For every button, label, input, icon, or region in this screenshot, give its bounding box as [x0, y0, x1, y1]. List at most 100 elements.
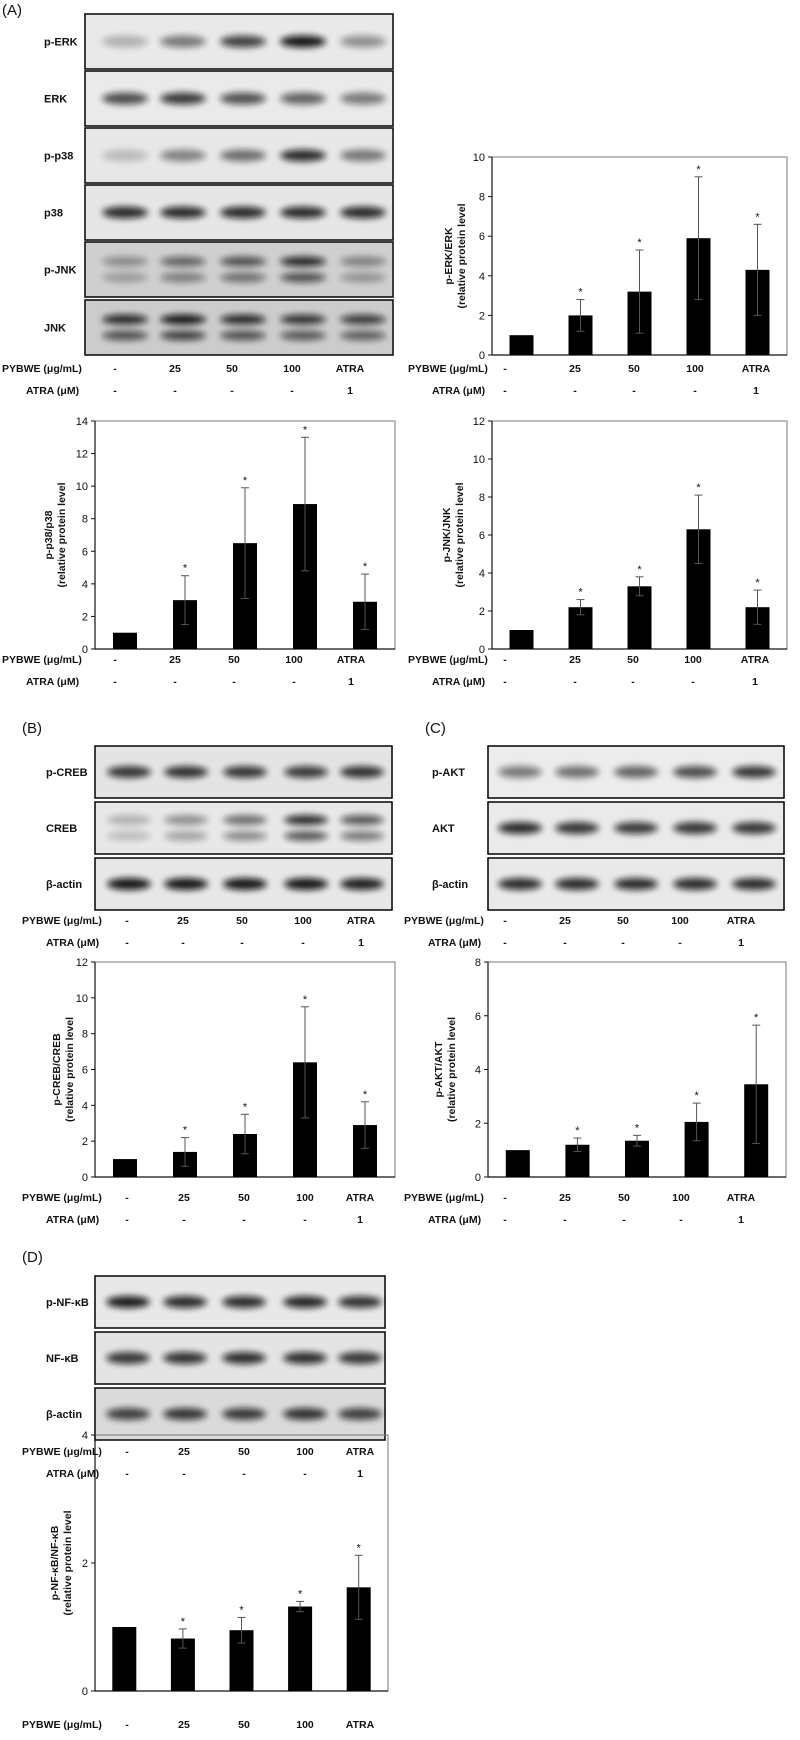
atra-label: ATRA (μM) [432, 385, 485, 397]
blot-band [732, 822, 776, 834]
pybwe-value: ATRA [337, 654, 366, 666]
blot-a-p-jnk: p-JNK [44, 241, 394, 298]
atra-value: - [230, 385, 234, 397]
y-tick-label: 6 [82, 1065, 88, 1077]
blot-band [284, 878, 328, 890]
pybwe-value: 50 [627, 654, 639, 666]
y-axis-label: p-CREB/CREB [51, 1033, 63, 1106]
y-tick-label: 0 [82, 644, 88, 656]
y-tick-label: 10 [76, 481, 88, 493]
chart-akt: 0 2 4 6 8 * * * * p-AKT/AKT (relative protein leve… [433, 957, 787, 1184]
pybwe-value: ATRA [336, 363, 365, 375]
blot-band [222, 1352, 266, 1364]
blot-c-akt: AKT [432, 801, 785, 855]
condition-row-6: PYBWE (μg/mL) ATRA (μM) - - 25 - 50 - 100 - ATRA 1 [404, 915, 756, 949]
pybwe-value: - [125, 1719, 129, 1731]
pybwe-value: - [125, 915, 129, 927]
blot-a-p-erk: p-ERK [44, 13, 394, 70]
pybwe-value: ATRA [742, 363, 771, 375]
blot-band [220, 149, 266, 162]
blot-band [107, 878, 151, 890]
significance-marker: * [578, 587, 583, 599]
atra-label: ATRA (μM) [46, 1214, 99, 1226]
blot-band [280, 35, 326, 48]
blot-band [340, 878, 384, 890]
blot-band [102, 206, 148, 219]
pybwe-value: 25 [559, 1192, 571, 1204]
blot-band [160, 149, 206, 162]
pybwe-value: ATRA [346, 1446, 375, 1458]
blot-band [222, 1296, 266, 1308]
y-tick-label: 10 [473, 454, 485, 466]
condition-row-4: PYBWE (μg/mL) ATRA (μM) - - 25 - 50 - 100 - ATRA 1 [408, 654, 770, 688]
panel-label-d: (D) [22, 1249, 43, 1266]
atra-value: - [621, 937, 625, 949]
pybwe-value: - [503, 654, 507, 666]
pybwe-value: ATRA [346, 1719, 375, 1731]
condition-row-2: PYBWE (μg/mL) ATRA (μM) - - 25 - 50 - 100 - ATRA 1 [408, 363, 771, 397]
blot-c-p-akt: p-AKT [432, 745, 785, 799]
atra-value: - [242, 1214, 246, 1226]
atra-value: - [678, 937, 682, 949]
pybwe-value: ATRA [727, 1192, 756, 1204]
blot-band [164, 815, 208, 825]
atra-value: - [303, 1214, 307, 1226]
pybwe-label: PYBWE (μg/mL) [2, 363, 82, 375]
pybwe-label: PYBWE (μg/mL) [22, 1192, 102, 1204]
blot-band [280, 330, 326, 341]
panel-label-c: (C) [425, 720, 446, 737]
blot-band [107, 815, 151, 825]
pybwe-value: 100 [672, 1192, 690, 1204]
bar [288, 1606, 313, 1691]
blot-band [160, 330, 206, 341]
atra-value: - [622, 1214, 626, 1226]
y-axis-label-2: (relative protein level [62, 1510, 74, 1615]
condition-row-3: PYBWE (μg/mL) ATRA (μM) - - 25 - 50 - 100 - ATRA 1 [2, 654, 366, 688]
blot-band [614, 878, 658, 890]
pybwe-value: 50 [238, 1192, 250, 1204]
atra-value: 1 [357, 1468, 363, 1480]
y-tick-label: 4 [479, 568, 485, 580]
blot-label: p-AKT [432, 767, 465, 779]
bar [113, 632, 137, 649]
pybwe-value: 25 [177, 915, 189, 927]
atra-value: 1 [348, 676, 354, 688]
blot-c-beta-actin: β-actin [432, 857, 785, 911]
blot-frame [94, 801, 393, 855]
blot-band [223, 766, 267, 778]
blot-label: p38 [44, 208, 63, 220]
y-tick-label: 0 [82, 1686, 88, 1698]
blot-band [498, 766, 542, 778]
y-tick-label: 2 [475, 1118, 481, 1130]
pybwe-value: 25 [569, 654, 581, 666]
blot-band [220, 272, 266, 283]
significance-marker: * [637, 237, 642, 249]
significance-marker: * [183, 563, 188, 575]
blot-band [223, 831, 267, 841]
blot-band [340, 206, 386, 219]
blot-label: NF-κB [46, 1353, 78, 1365]
y-tick-label: 2 [82, 1558, 88, 1570]
pybwe-value: 50 [618, 1192, 630, 1204]
pybwe-value: 100 [686, 363, 704, 375]
atra-value: - [301, 937, 305, 949]
y-tick-label: 12 [76, 957, 88, 969]
blot-band [160, 92, 206, 105]
significance-marker: * [239, 1604, 244, 1616]
y-tick-label: 2 [82, 611, 88, 623]
condition-row-5: PYBWE (μg/mL) ATRA (μM) - - 25 - 50 - 100 - ATRA 1 [22, 915, 376, 949]
y-tick-label: 4 [479, 271, 485, 283]
blot-band [223, 878, 267, 890]
blot-band [223, 815, 267, 825]
y-tick-label: 4 [82, 1100, 88, 1112]
pybwe-value: - [113, 363, 117, 375]
atra-value: - [563, 1214, 567, 1226]
blot-d-p-nf-kb: p-NF-κB [46, 1275, 386, 1329]
y-tick-label: 6 [475, 1011, 481, 1023]
chart-nfkb: 0 2 4 * * * * p-NF-κB/NF-κB (relative protein le… [49, 1430, 389, 1698]
atra-value: - [292, 676, 296, 688]
significance-marker: * [363, 561, 368, 573]
y-tick-label: 14 [76, 416, 88, 428]
